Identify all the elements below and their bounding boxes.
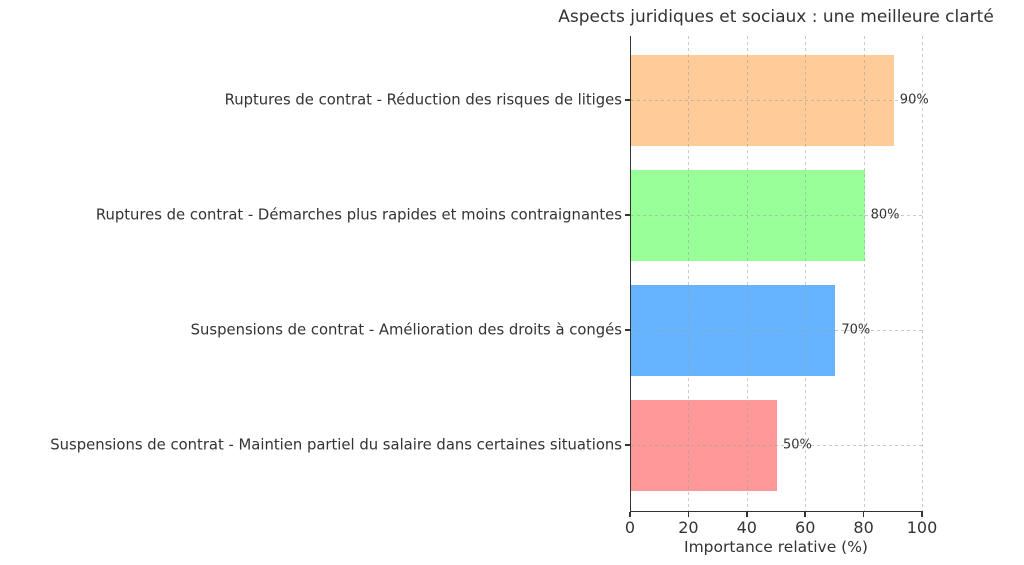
gridline-horizontal <box>631 215 922 216</box>
x-axis-tick <box>921 512 923 517</box>
bar-value-label: 50% <box>783 437 812 453</box>
x-tick-label: 100 <box>906 518 938 537</box>
x-axis-tick <box>746 512 748 517</box>
gridline-horizontal <box>631 445 922 446</box>
x-axis-tick <box>862 512 865 517</box>
bar-value-label: 80% <box>870 207 900 223</box>
y-axis-tick <box>625 214 630 216</box>
x-tick-label: 40 <box>736 518 757 537</box>
x-tick-label: 0 <box>624 518 636 537</box>
x-axis-tick <box>804 512 806 517</box>
gridline-vertical <box>688 36 690 511</box>
x-tick-label: 80 <box>853 518 874 537</box>
y-axis-tick <box>625 329 630 331</box>
gridline-horizontal <box>631 330 922 331</box>
y-axis-tick <box>625 444 630 446</box>
plot-area <box>630 36 923 512</box>
y-category-label: Ruptures de contrat - Réduction des risq… <box>224 91 622 109</box>
x-tick-label: 60 <box>795 518 816 537</box>
y-category-label: Suspensions de contrat - Maintien partie… <box>50 436 622 454</box>
x-axis-label: Importance relative (%) <box>684 538 868 556</box>
gridline-vertical <box>863 36 865 511</box>
gridline-vertical <box>922 36 923 511</box>
gridline-vertical <box>805 36 807 511</box>
x-axis-tick <box>629 512 631 517</box>
y-category-label: Ruptures de contrat - Démarches plus rap… <box>95 206 622 224</box>
gridline-vertical <box>746 36 748 511</box>
y-category-label: Suspensions de contrat - Amélioration de… <box>190 321 622 339</box>
bar-value-label: 70% <box>841 322 871 338</box>
chart-title: Aspects juridiques et sociaux : une meil… <box>558 7 994 27</box>
y-axis-tick <box>625 99 630 101</box>
x-tick-label: 20 <box>678 518 699 537</box>
bar-value-label: 90% <box>899 92 929 108</box>
gridline-horizontal <box>631 100 922 101</box>
x-axis-tick <box>687 512 690 517</box>
